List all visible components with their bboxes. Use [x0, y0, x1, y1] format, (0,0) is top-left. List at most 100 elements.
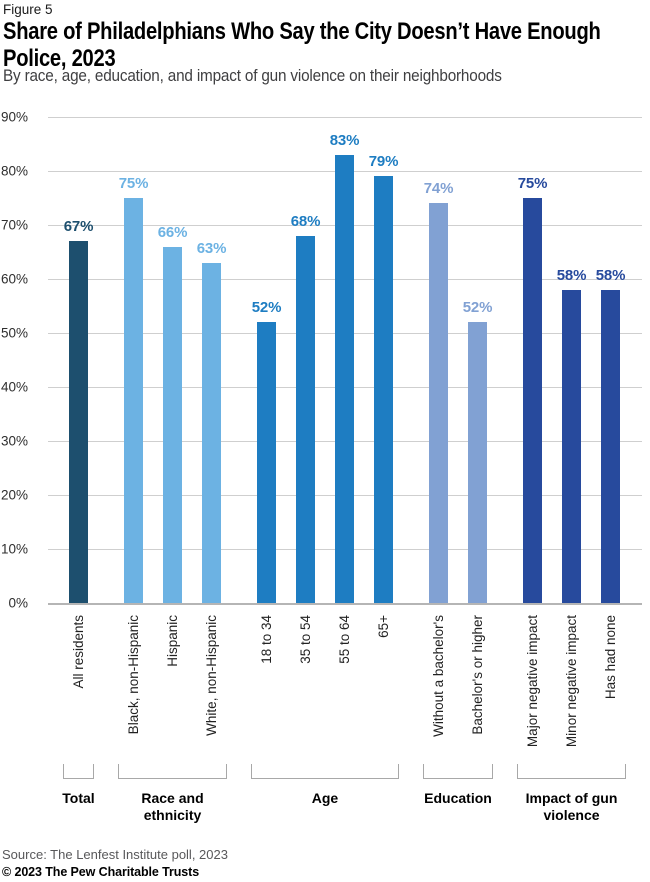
bar-groups: 67% All residents Total 75% Black, non-Hispa… — [62, 117, 626, 823]
bar-value-label: 75% — [517, 175, 548, 192]
bar-column: 74% Without a bachelor's — [424, 117, 454, 737]
y-tick-label: 10% — [0, 541, 28, 557]
bar-group: 75% Major negative impact 58% Minor negativ… — [517, 117, 626, 823]
y-tick-label: 30% — [0, 433, 28, 449]
y-tick-label: 0% — [8, 595, 28, 611]
bar-column: 58% Has had none — [596, 117, 626, 700]
group-bracket — [251, 764, 399, 779]
group-label: Race and ethnicity — [141, 790, 204, 823]
y-tick-label: 50% — [0, 325, 28, 341]
x-category-label: Minor negative impact — [564, 615, 579, 748]
bar-value-label: 67% — [63, 218, 94, 236]
bar-value-label: 52% — [251, 299, 282, 317]
x-axis-line — [48, 603, 642, 605]
bar-track: 66% — [158, 117, 187, 603]
group-bracket — [63, 764, 94, 779]
group-bracket — [118, 764, 227, 779]
page-title-line-2: Police, 2023 — [3, 44, 116, 72]
bar-column: 52% 18 to 34 — [252, 117, 282, 664]
group-label: Age — [311, 790, 339, 806]
group-label: Impact of gun violence — [525, 790, 618, 823]
bar — [601, 289, 620, 603]
bar — [163, 246, 182, 603]
bar-column: 52% Bachelor's or higher — [463, 117, 493, 735]
bar — [257, 322, 276, 603]
bar-column: 67% All residents — [64, 117, 94, 689]
x-category-label: 55 to 64 — [337, 615, 352, 664]
bar-track: 58% — [557, 117, 586, 603]
bar-value-label: 58% — [595, 266, 626, 284]
bar-group: 74% Without a bachelor's 52% Bachelor's or … — [423, 117, 493, 806]
bar-track: 52% — [463, 117, 492, 603]
copyright-note: © 2023 The Pew Charitable Trusts — [2, 865, 200, 879]
bar-group: 67% All residents Total — [62, 117, 94, 806]
page-title: Share of Philadelphians Who Say the City… — [3, 18, 650, 72]
bar-track: 67% — [64, 117, 93, 603]
bar-chart: 0% 10% 20% 30% 40% 50% 60% 70% 80% 90% 67% All res… — [0, 110, 650, 842]
bar-value-label: 74% — [423, 180, 454, 198]
y-tick-label: 70% — [0, 217, 28, 233]
bar — [202, 262, 221, 603]
y-tick-label: 80% — [0, 163, 28, 179]
x-category-label: All residents — [71, 615, 86, 689]
y-tick-label: 60% — [0, 271, 28, 287]
bar-value-label: 66% — [157, 223, 188, 241]
bar-track: 79% — [369, 117, 398, 603]
bar-value-label: 52% — [462, 299, 493, 317]
figure-label: Figure 5 — [3, 2, 53, 17]
bar-value-label: 58% — [556, 266, 587, 284]
x-category-label: 18 to 34 — [259, 615, 274, 664]
bar-column: 79% 65+ — [369, 117, 399, 638]
bar-column: 58% Minor negative impact — [557, 117, 587, 748]
x-category-label: 65+ — [376, 615, 391, 638]
bar-track: 75% — [518, 117, 547, 603]
bar-column: 63% White, non-Hispanic — [197, 117, 227, 736]
bar-value-label: 79% — [368, 153, 399, 171]
chart-subtitle: By race, age, education, and impact of g… — [3, 66, 502, 85]
gridline — [48, 117, 642, 118]
bar — [523, 198, 542, 603]
bar-value-label: 63% — [196, 239, 227, 257]
bar — [296, 235, 315, 603]
bar-group: 75% Black, non-Hispanic 66% Hispanic 63% Whit… — [118, 117, 227, 823]
bar — [335, 154, 354, 603]
bar-track: 68% — [291, 117, 320, 603]
bar-column: 68% 35 to 54 — [291, 117, 321, 664]
bar — [562, 289, 581, 603]
y-tick-label: 20% — [0, 487, 28, 503]
bar-value-label: 83% — [329, 131, 360, 149]
bar — [124, 198, 143, 603]
x-category-label: White, non-Hispanic — [204, 615, 219, 736]
bar — [374, 176, 393, 603]
bar — [429, 203, 448, 603]
x-category-label: 35 to 54 — [298, 615, 313, 664]
bar — [468, 322, 487, 603]
group-bracket — [423, 764, 493, 779]
x-category-label: Without a bachelor's — [431, 615, 446, 737]
page-title-line-1: Share of Philadelphians Who Say the City… — [3, 18, 601, 45]
x-category-label: Bachelor's or higher — [470, 615, 485, 735]
bar-column: 66% Hispanic — [158, 117, 188, 667]
bar-column: 83% 55 to 64 — [330, 117, 360, 664]
bar-value-label: 68% — [290, 212, 321, 230]
bar-track: 63% — [197, 117, 226, 603]
x-category-label: Major negative impact — [525, 615, 540, 748]
y-tick-label: 90% — [0, 109, 28, 125]
bar-track: 75% — [119, 117, 148, 603]
x-category-label: Hispanic — [165, 615, 180, 667]
x-category-label: Has had none — [603, 615, 618, 700]
bar-track: 58% — [596, 117, 625, 603]
bar-value-label: 75% — [118, 175, 149, 192]
y-tick-label: 40% — [0, 379, 28, 395]
bar-track: 74% — [424, 117, 453, 603]
group-label: Education — [424, 790, 492, 806]
bar-track: 83% — [330, 117, 359, 603]
bar-track: 52% — [252, 117, 281, 603]
bar-column: 75% Major negative impact — [518, 117, 548, 748]
group-bracket — [517, 764, 626, 779]
source-note: Source: The Lenfest Institute poll, 2023 — [2, 847, 228, 862]
x-category-label: Black, non-Hispanic — [126, 615, 141, 735]
bar-group: 52% 18 to 34 68% 35 to 54 83% 55 to 64 79% 65+ A… — [251, 117, 399, 806]
bar-column: 75% Black, non-Hispanic — [119, 117, 149, 735]
